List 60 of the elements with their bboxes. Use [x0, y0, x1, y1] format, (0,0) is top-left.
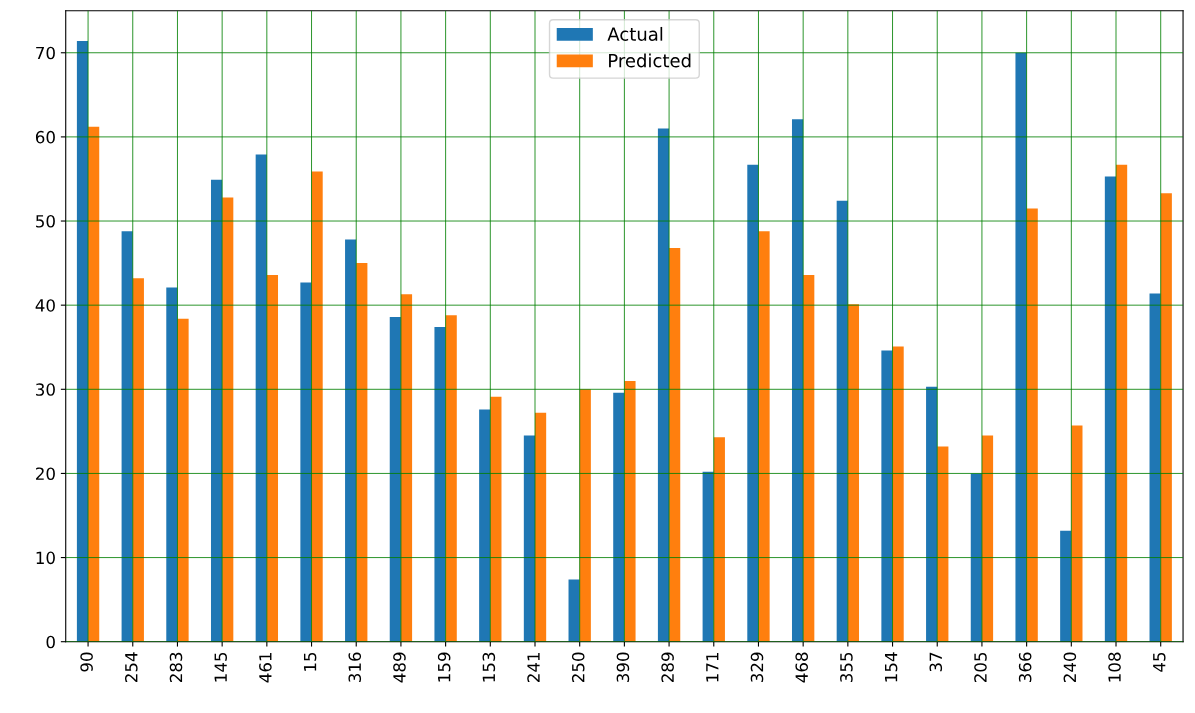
x-tick-label: 390 — [616, 652, 630, 682]
bar — [1026, 208, 1038, 642]
y-tick-label: 30 — [36, 383, 55, 396]
x-tick-label: 289 — [661, 652, 674, 683]
bar — [926, 386, 938, 642]
bar — [791, 119, 804, 642]
bar — [345, 239, 357, 642]
x-tick-label: 283 — [169, 652, 183, 683]
y-tick-label: 60 — [35, 130, 55, 144]
bar — [166, 287, 178, 642]
bar — [624, 380, 636, 642]
y-tick-label: 0 — [46, 635, 55, 649]
x-tick-label: 366 — [1018, 652, 1032, 682]
bar — [434, 327, 446, 642]
y-tick-label: 70 — [36, 46, 55, 60]
legend-label: Actual — [607, 26, 663, 41]
bar — [445, 315, 457, 642]
bar — [613, 392, 625, 642]
x-tick-label: 329 — [750, 652, 764, 682]
bar — [881, 350, 893, 642]
x-tick-label: 250 — [571, 652, 585, 683]
bar — [747, 164, 759, 642]
bar — [1160, 193, 1172, 642]
x-tick-label: 489 — [393, 652, 406, 683]
bar — [579, 389, 591, 642]
x-tick-label: 145 — [214, 652, 227, 682]
x-tick-label: 108 — [1108, 652, 1121, 682]
x-tick-label: 45 — [1153, 652, 1166, 672]
bar — [713, 437, 725, 642]
bar — [210, 179, 223, 642]
bar — [300, 282, 312, 642]
bar — [311, 171, 323, 642]
bar — [1060, 530, 1072, 642]
bar — [1015, 52, 1027, 642]
x-tick-label: 154 — [884, 652, 898, 682]
bar — [132, 278, 144, 642]
x-tick-label: 15 — [303, 652, 317, 671]
x-tick-label: 461 — [259, 652, 272, 683]
x-tick-label: 153 — [482, 652, 496, 682]
x-tick-label: 241 — [527, 652, 540, 683]
bar — [177, 318, 189, 642]
bar — [758, 231, 770, 642]
x-tick-label: 468 — [795, 652, 808, 683]
legend-label: Predicted — [609, 53, 691, 68]
y-tick-label: 50 — [36, 214, 55, 228]
y-tick-label: 40 — [35, 299, 55, 312]
x-tick-label: 240 — [1063, 652, 1077, 683]
bar — [479, 409, 491, 642]
y-tick-label: 10 — [36, 551, 55, 565]
bar — [266, 274, 279, 642]
x-tick-label: 90 — [80, 652, 93, 672]
x-tick-label: 355 — [840, 652, 853, 682]
bar — [892, 346, 904, 642]
x-tick-label: 37 — [929, 652, 943, 672]
x-tick-label: 171 — [706, 652, 719, 682]
x-tick-label: 159 — [437, 652, 451, 682]
x-tick-label: 316 — [348, 652, 362, 682]
y-tick-label: 20 — [36, 467, 55, 480]
x-tick-label: 205 — [974, 652, 987, 683]
x-tick-label: 254 — [124, 652, 138, 683]
